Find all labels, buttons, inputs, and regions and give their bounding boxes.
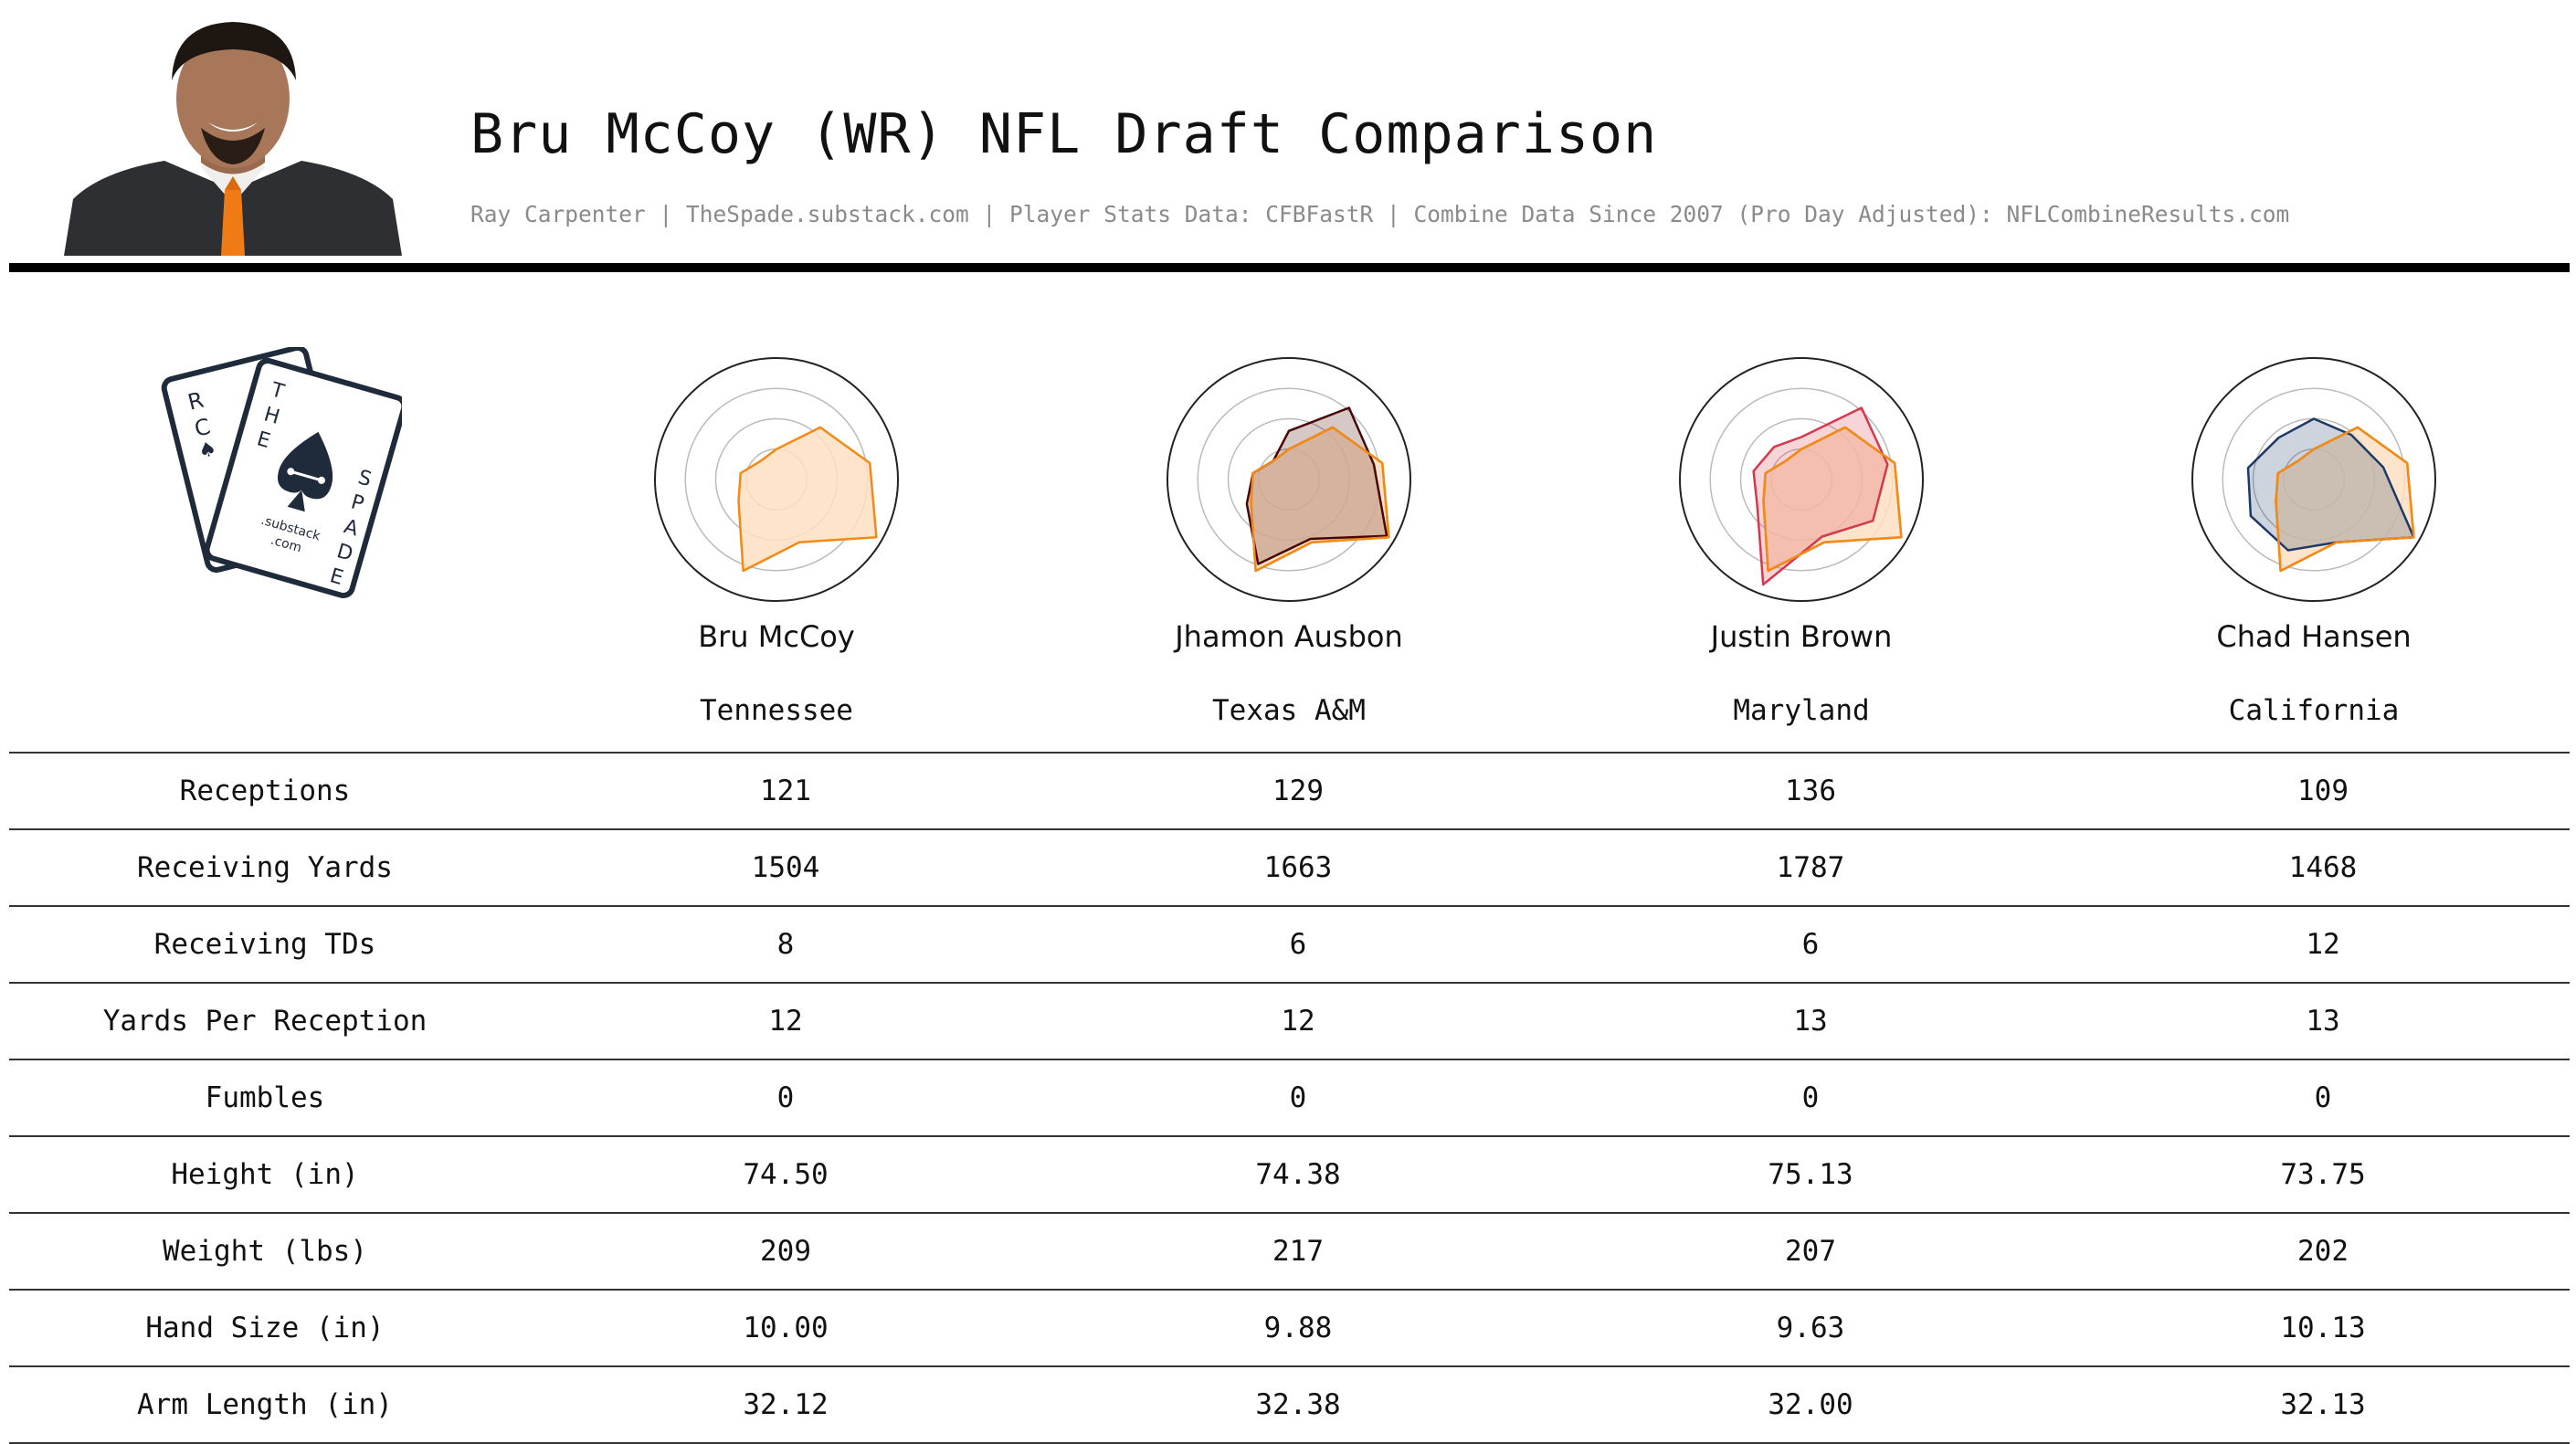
table-cell: 209 (760, 1235, 811, 1268)
table-row: Receptions 121 129 136 109 (9, 752, 2570, 828)
table-row: Receiving TDs 8 6 6 12 (9, 905, 2570, 982)
table-cell: 8 (776, 928, 795, 961)
logo-front-letter-4: P (348, 490, 366, 516)
header-divider (9, 263, 2570, 272)
table-cell: 121 (760, 775, 811, 807)
table-cell: 1504 (751, 851, 820, 884)
radar-featured-outline (2275, 426, 2415, 573)
table-cell: 32.00 (1768, 1388, 1853, 1421)
player-school: California (2228, 694, 2400, 727)
table-cell: 73.75 (2280, 1158, 2366, 1191)
logo-front-letter-7: E (327, 564, 345, 590)
table-cell: 13 (1793, 1005, 1828, 1038)
table-cell: 0 (2314, 1081, 2332, 1114)
logo-spade-icon (277, 431, 333, 512)
radar-svg (1679, 357, 1924, 602)
page-subtitle: Ray Carpenter | TheSpade.substack.com | … (470, 201, 2290, 227)
table-cell: 13 (2306, 1005, 2340, 1038)
table-cell: 1663 (1263, 851, 1333, 884)
table-cell: 74.50 (743, 1158, 829, 1191)
table-row: Weight (lbs) 209 217 207 202 (9, 1212, 2570, 1289)
table-cell: 74.38 (1255, 1158, 1341, 1191)
logo-back-letter-1: C (192, 414, 213, 442)
table-cell: 129 (1272, 775, 1324, 807)
row-label: Fumbles (205, 1081, 325, 1114)
radar-comparison-series (2246, 417, 2415, 552)
table-row: Fumbles 0 0 0 0 (9, 1059, 2570, 1135)
table-cell: 32.38 (1255, 1388, 1341, 1421)
player-school: Maryland (1733, 694, 1870, 727)
table-cell: 6 (1289, 928, 1307, 961)
player-name: Jhamon Ausbon (1175, 619, 1403, 654)
row-label: Yards Per Reception (102, 1005, 428, 1038)
table-cell: 12 (1281, 1005, 1315, 1038)
table-cell: 0 (1801, 1081, 1820, 1114)
player-name: Justin Brown (1710, 619, 1893, 654)
table-cell: 10.00 (743, 1312, 829, 1344)
row-label: Hand Size (in) (145, 1312, 385, 1344)
the-spade-logo: R C ♠ T H E S P A D E .substack .com (161, 347, 402, 598)
stats-table: Receptions 121 129 136 109 Receiving Yar… (9, 752, 2570, 1444)
row-label: Height (in) (171, 1158, 359, 1191)
radar-svg (654, 357, 899, 602)
row-label: Receiving Yards (137, 851, 393, 884)
table-row: Receiving Yards 1504 1663 1787 1468 (9, 828, 2570, 905)
player-headshot (64, 22, 402, 256)
table-cell: 6 (1801, 928, 1820, 961)
table-cell: 32.12 (743, 1388, 829, 1421)
radar-chart-bru-mccoy (644, 347, 909, 612)
row-label: Weight (lbs) (163, 1235, 367, 1268)
table-cell: 0 (1289, 1081, 1307, 1114)
player-name: Bru McCoy (698, 619, 855, 654)
logo-back-letter-0: R (185, 387, 206, 416)
header: Bru McCoy (WR) NFL Draft Comparison Ray … (0, 0, 2576, 274)
table-cell: 12 (768, 1005, 803, 1038)
radar-featured-series (737, 426, 878, 573)
radar-comparison-series (1752, 406, 1889, 586)
row-label: Arm Length (in) (137, 1388, 393, 1421)
player-school: Texas A&M (1212, 694, 1366, 727)
player-name: Chad Hansen (2216, 619, 2412, 654)
table-cell: 217 (1272, 1235, 1324, 1268)
radar-svg (1167, 357, 1411, 602)
table-row: Yards Per Reception 12 12 13 13 (9, 982, 2570, 1059)
radar-svg (2191, 357, 2436, 602)
table-cell: 9.88 (1263, 1312, 1333, 1344)
table-row: Arm Length (in) 32.12 32.38 32.00 32.13 (9, 1365, 2570, 1444)
table-cell: 1468 (2288, 851, 2358, 884)
radar-grid-ring (1679, 357, 1924, 602)
radar-grid-ring (654, 357, 899, 602)
table-cell: 10.13 (2280, 1312, 2366, 1344)
table-cell: 202 (2297, 1235, 2349, 1268)
logo-front-letter-1: H (261, 403, 282, 429)
logo-front-letter-6: D (334, 540, 355, 566)
radar-featured-outline (1250, 426, 1390, 573)
table-cell: 32.13 (2280, 1388, 2366, 1421)
table-cell: 109 (2297, 775, 2349, 807)
table-cell: 136 (1785, 775, 1836, 807)
row-label: Receiving TDs (153, 928, 376, 961)
table-cell: 75.13 (1768, 1158, 1853, 1191)
radar-chart-jhamon-ausbon (1156, 347, 1421, 612)
page-title: Bru McCoy (WR) NFL Draft Comparison (470, 102, 1658, 166)
radar-featured-outline (1762, 426, 1903, 573)
radar-grid-ring (1167, 357, 1411, 602)
table-cell: 207 (1785, 1235, 1836, 1268)
table-cell: 0 (776, 1081, 795, 1114)
player-school: Tennessee (700, 694, 853, 727)
table-cell: 9.63 (1776, 1312, 1845, 1344)
radar-grid-ring (2191, 357, 2436, 602)
table-cell: 1787 (1776, 851, 1845, 884)
logo-front-letter-2: E (254, 427, 272, 453)
radar-chart-justin-brown (1669, 347, 1934, 612)
table-cell: 12 (2306, 928, 2340, 961)
logo-front-letter-5: A (342, 515, 361, 541)
table-row: Hand Size (in) 10.00 9.88 9.63 10.13 (9, 1289, 2570, 1365)
radar-chart-chad-hansen (2181, 347, 2446, 612)
row-label: Receptions (179, 775, 351, 807)
table-row: Height (in) 74.50 74.38 75.13 73.75 (9, 1135, 2570, 1212)
logo-front-letter-3: S (355, 466, 374, 491)
